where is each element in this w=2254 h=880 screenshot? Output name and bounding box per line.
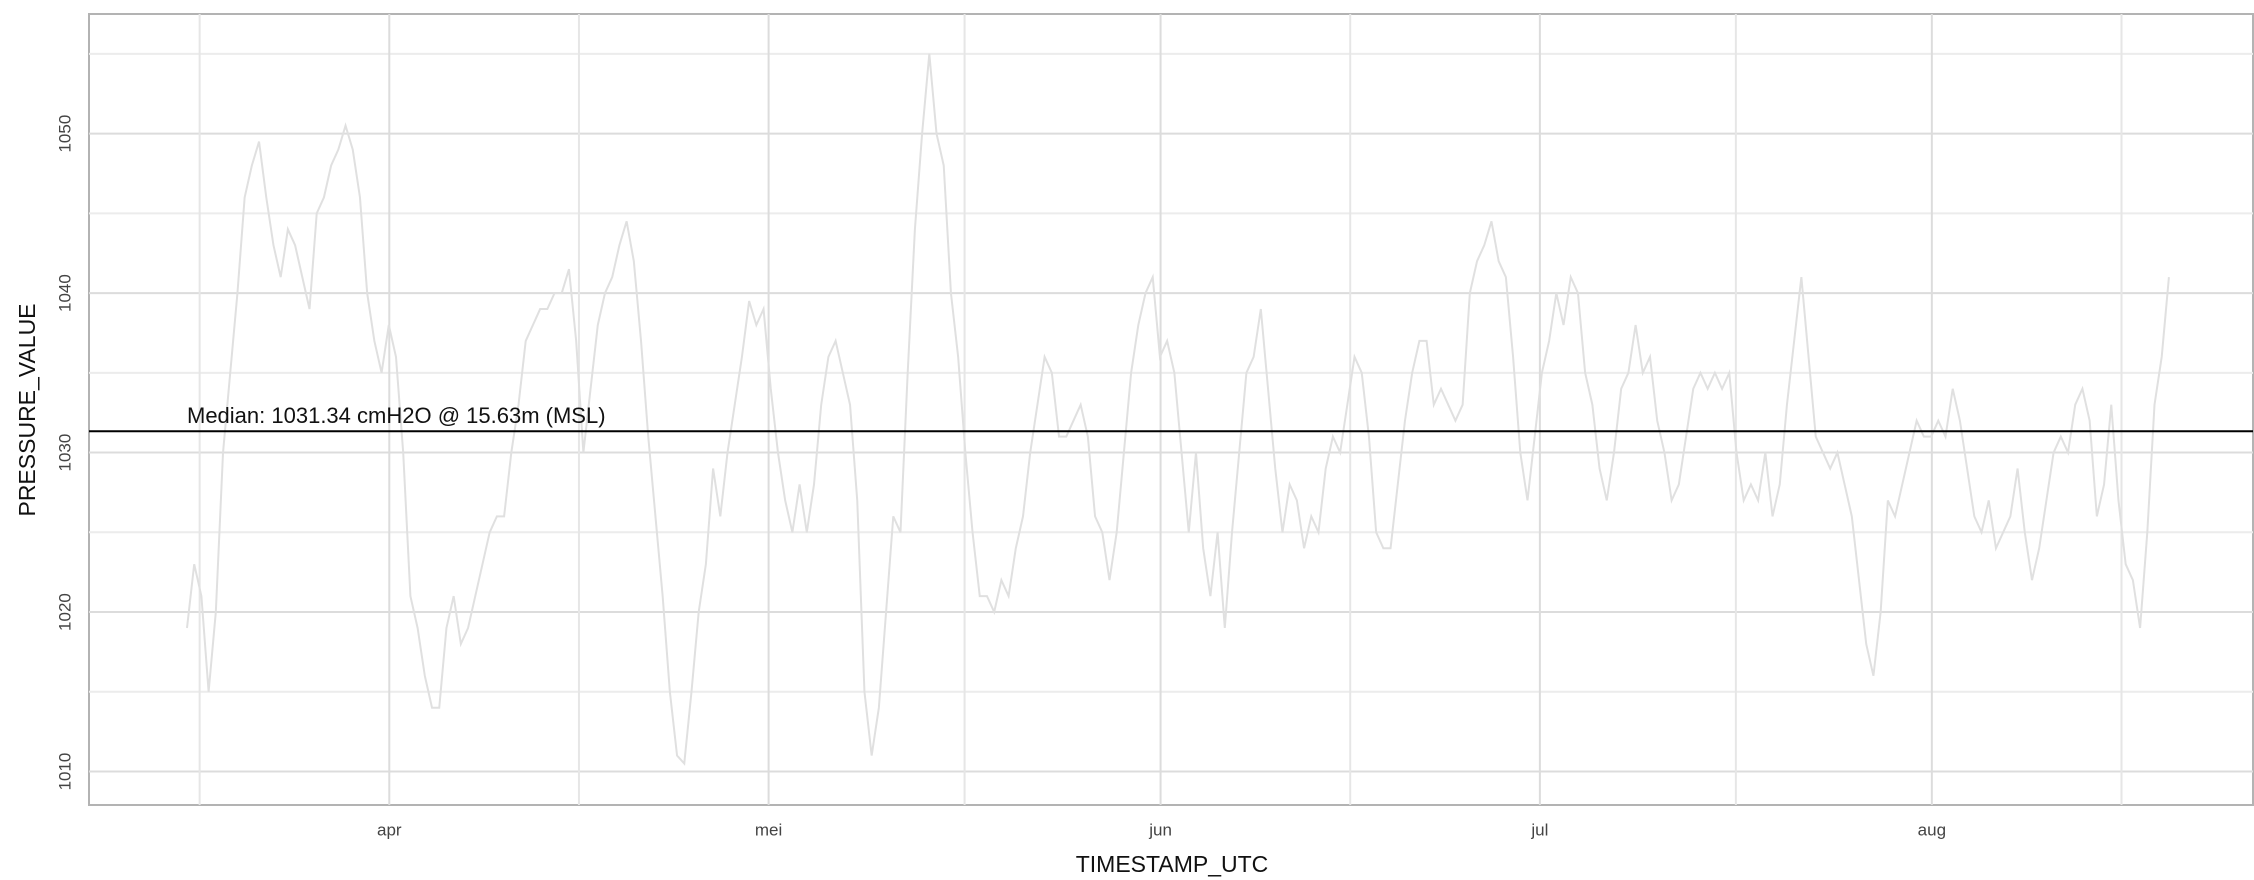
grid [89, 14, 2253, 805]
y-axis-title: PRESSURE_VALUE [14, 303, 40, 516]
x-tick-label: apr [377, 820, 402, 839]
y-tick-label: 1050 [55, 115, 74, 153]
data-line [185, 53, 2170, 766]
x-tick-label: jun [1148, 820, 1172, 839]
plot-frame [88, 13, 2254, 806]
x-tick-label: aug [1918, 820, 1946, 839]
y-tick-label: 1030 [55, 434, 74, 472]
marks [89, 53, 2253, 766]
x-tick-label: jul [1530, 820, 1548, 839]
y-tick-label: 1020 [55, 593, 74, 631]
x-axis-title: TIMESTAMP_UTC [1076, 851, 1269, 877]
y-tick-label: 1010 [55, 753, 74, 791]
x-tick-label: mei [755, 820, 782, 839]
y-tick-label: 1040 [55, 274, 74, 312]
median-annotation: Median: 1031.34 cmH2O @ 15.63m (MSL) [187, 403, 606, 428]
